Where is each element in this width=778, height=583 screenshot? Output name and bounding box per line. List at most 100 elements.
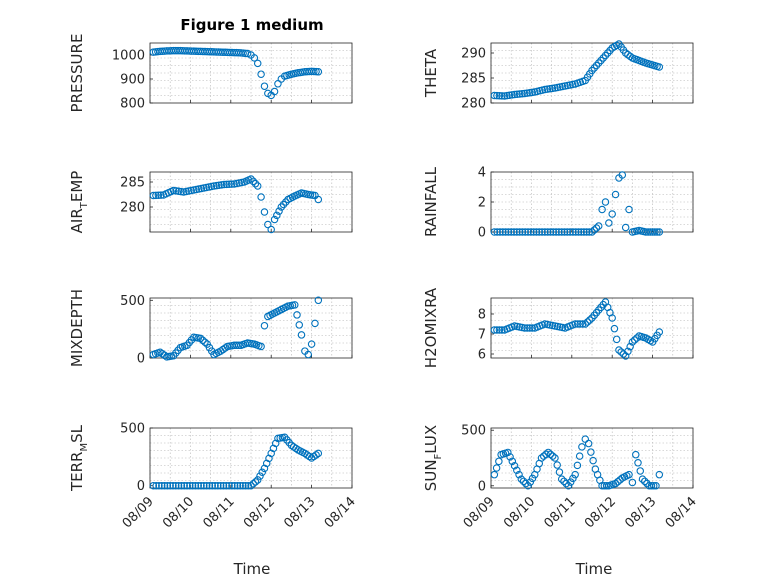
data-point: [625, 205, 633, 214]
y-tick-label: 7: [478, 328, 486, 343]
y-axis-label-subscript: M: [79, 443, 90, 452]
data-point: [239, 481, 247, 490]
data-point: [258, 468, 266, 476]
data-point: [241, 481, 250, 490]
data-point: [573, 461, 582, 470]
y-axis-label-suffix: SL: [68, 424, 86, 443]
data-point: [569, 474, 577, 483]
data-point: [510, 228, 518, 236]
data-point: [492, 464, 501, 472]
data-point: [177, 481, 186, 490]
data-point: [580, 228, 588, 236]
data-point: [212, 181, 221, 190]
data-point: [169, 186, 178, 195]
data-point: [621, 352, 630, 360]
data-point: [541, 228, 549, 236]
data-point: [549, 228, 558, 236]
data-point: [312, 67, 320, 76]
data-point: [563, 228, 572, 236]
y-axis-label-main: TERR: [68, 452, 86, 493]
data-point: [307, 340, 316, 348]
subplot-2: 280 285 AIRTEMP: [68, 171, 353, 233]
data-point: [524, 482, 532, 490]
data-point: [177, 187, 185, 196]
data-point: [260, 208, 269, 216]
data-point: [215, 181, 223, 190]
data-point: [279, 200, 288, 209]
data-point: [571, 320, 579, 328]
data-point: [501, 228, 510, 236]
data-point: [183, 481, 191, 490]
y-axis-label-suffix: LUX: [422, 425, 440, 454]
data-point: [157, 191, 165, 199]
data-point: [198, 336, 207, 345]
data-point: [507, 228, 515, 236]
y-axis-label: TERRMSL: [68, 424, 90, 492]
data-point: [172, 481, 180, 490]
data-point: [532, 228, 541, 236]
data-point: [275, 207, 283, 215]
data-point: [655, 63, 664, 71]
data-point: [205, 481, 214, 490]
data-point: [520, 89, 529, 98]
y-tick-label: 500: [461, 424, 486, 439]
data-point: [216, 481, 225, 490]
data-point: [589, 456, 597, 465]
y-tick-label: 0: [137, 352, 145, 367]
data-point: [158, 481, 166, 490]
data-point: [236, 481, 244, 490]
data-point: [194, 481, 203, 490]
data-point: [310, 67, 318, 76]
data-point: [569, 228, 577, 236]
data-point: [521, 228, 529, 236]
data-point: [225, 180, 233, 189]
data-point: [490, 91, 499, 100]
y-tick-label: 280: [120, 201, 145, 216]
data-point: [312, 451, 320, 459]
data-point: [196, 334, 205, 343]
data-point: [575, 452, 584, 460]
y-axis-label-main: THETA: [422, 48, 440, 98]
data-point: [504, 448, 512, 457]
data-point: [625, 470, 633, 479]
data-point: [495, 326, 504, 334]
data-point: [601, 51, 610, 60]
data-point: [249, 177, 257, 186]
y-axis-label-main: AIR: [68, 208, 86, 233]
data-point: [253, 476, 262, 484]
data-point: [247, 481, 255, 490]
data-point: [163, 481, 172, 490]
data-point: [270, 215, 279, 224]
subplot-7: 0 500 08/09 08/10 08/11 08/12 08/13 08/14 SUNFLU…: [422, 424, 700, 532]
y-axis-label: RAINFALL: [422, 166, 440, 237]
data-point: [643, 479, 651, 488]
data-point: [528, 474, 537, 483]
data-point: [277, 203, 286, 211]
data-point: [515, 90, 524, 98]
data-point: [592, 61, 601, 70]
axes-box: [149, 297, 353, 359]
data-point: [152, 191, 160, 200]
data-point: [611, 479, 620, 488]
data-point: [590, 64, 598, 72]
data-point: [543, 85, 552, 93]
data-point: [244, 481, 253, 490]
data-point: [186, 481, 194, 490]
data-point: [543, 228, 552, 236]
data-point: [222, 481, 231, 490]
data-point: [503, 91, 511, 100]
data-point: [191, 481, 200, 490]
subplot-6: 0 500 08/09 08/10 08/11 08/12 08/13 08/14 TERRMS…: [68, 422, 359, 532]
data-point: [562, 479, 570, 488]
data-point: [149, 191, 158, 200]
data-point: [499, 228, 507, 236]
data-point: [528, 88, 536, 97]
data-point: [537, 454, 546, 462]
data-point: [555, 228, 563, 236]
data-point: [197, 481, 205, 490]
data-point: [496, 228, 504, 236]
data-point: [506, 453, 514, 461]
data-point: [653, 228, 661, 236]
data-point: [529, 228, 538, 236]
